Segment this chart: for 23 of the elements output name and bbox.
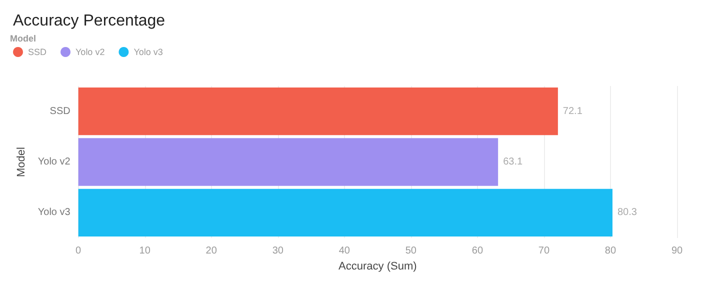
legend-label: SSD bbox=[28, 47, 48, 57]
x-tick-label: 80 bbox=[604, 246, 616, 256]
x-tick-label: 90 bbox=[671, 246, 683, 256]
x-tick-label: 60 bbox=[472, 246, 484, 256]
legend-title: Model bbox=[10, 34, 36, 44]
y-tick-label: Yolo v3 bbox=[38, 207, 71, 218]
y-axis-title: Model bbox=[16, 147, 28, 177]
x-tick-label: 30 bbox=[272, 246, 284, 256]
x-axis-title: Accuracy (Sum) bbox=[338, 260, 417, 272]
x-tick-label: 20 bbox=[206, 246, 218, 256]
legend-label: Yolo v2 bbox=[76, 47, 105, 57]
chart-title: Accuracy Percentage bbox=[13, 12, 166, 30]
data-label: 80.3 bbox=[617, 207, 638, 218]
data-label: 63.1 bbox=[503, 156, 523, 168]
x-tick-label: 50 bbox=[405, 246, 417, 256]
x-tick-label: 10 bbox=[139, 246, 151, 256]
y-tick-label: SSD bbox=[50, 106, 70, 117]
x-tick-label: 0 bbox=[76, 246, 82, 256]
x-tick-label: 40 bbox=[338, 246, 350, 256]
y-tick-label: Yolo v2 bbox=[38, 156, 71, 168]
legend-label: Yolo v3 bbox=[134, 47, 163, 57]
data-label: 72.1 bbox=[562, 106, 583, 117]
x-tick-label: 70 bbox=[538, 246, 550, 256]
